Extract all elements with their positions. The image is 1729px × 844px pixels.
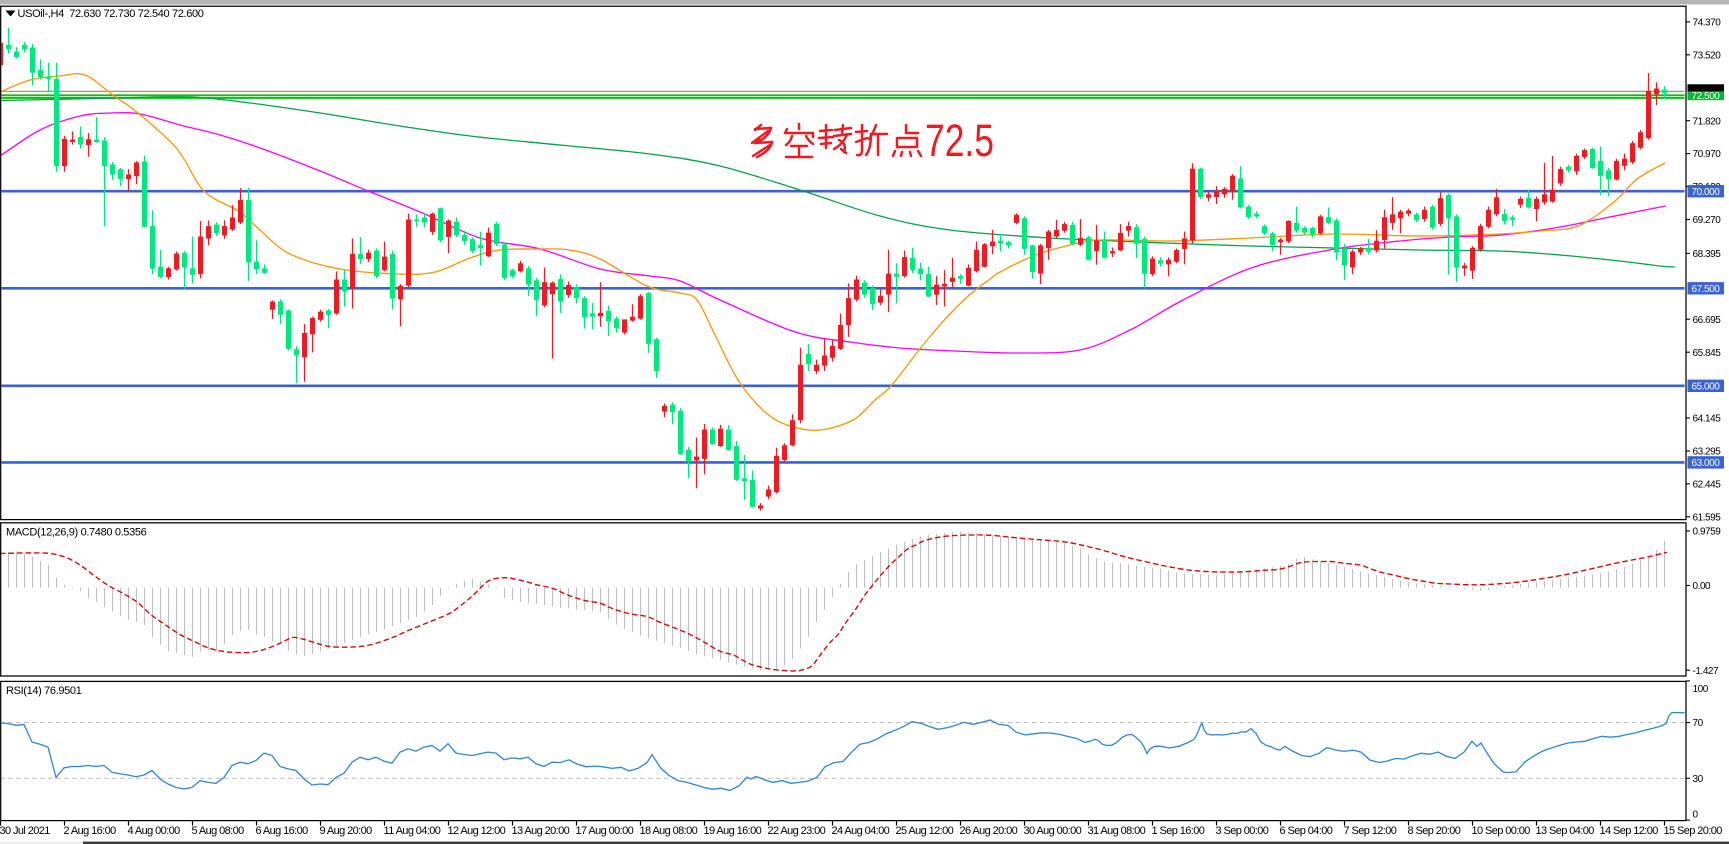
svg-text:24 Aug 04:00: 24 Aug 04:00 <box>832 825 890 837</box>
svg-text:72.5: 72.5 <box>925 115 994 166</box>
svg-text:22 Aug 23:00: 22 Aug 23:00 <box>768 825 826 837</box>
svg-text:2 Aug 16:00: 2 Aug 16:00 <box>64 825 117 837</box>
svg-text:8 Sep 20:00: 8 Sep 20:00 <box>1408 825 1461 837</box>
svg-text:5 Aug 08:00: 5 Aug 08:00 <box>192 825 245 837</box>
svg-text:14 Sep 12:00: 14 Sep 12:00 <box>1600 825 1659 837</box>
svg-text:100: 100 <box>1693 684 1709 695</box>
svg-text:4 Aug 00:00: 4 Aug 00:00 <box>128 825 181 837</box>
svg-text:26 Aug 20:00: 26 Aug 20:00 <box>960 825 1018 837</box>
svg-text:68.395: 68.395 <box>1693 249 1722 260</box>
svg-text:0.00: 0.00 <box>1693 581 1712 592</box>
svg-text:30 Aug 00:00: 30 Aug 00:00 <box>1024 825 1082 837</box>
svg-text:19 Aug 16:00: 19 Aug 16:00 <box>704 825 762 837</box>
svg-text:70.000: 70.000 <box>1692 187 1721 198</box>
svg-text:RSI(14) 76.9501: RSI(14) 76.9501 <box>6 685 82 697</box>
svg-text:6 Sep 04:00: 6 Sep 04:00 <box>1280 825 1333 837</box>
svg-text:25 Aug 12:00: 25 Aug 12:00 <box>896 825 954 837</box>
svg-text:63.000: 63.000 <box>1692 458 1721 469</box>
svg-text:65.845: 65.845 <box>1693 348 1722 359</box>
svg-text:USOil-,H4 72.630 72.730 72.54: USOil-,H4 72.630 72.730 72.540 72.600 <box>18 8 204 20</box>
svg-text:65.000: 65.000 <box>1692 381 1721 392</box>
svg-text:62.445: 62.445 <box>1693 480 1722 491</box>
svg-text:31 Aug 08:00: 31 Aug 08:00 <box>1088 825 1146 837</box>
svg-text:15 Sep 20:00: 15 Sep 20:00 <box>1664 825 1723 837</box>
svg-text:63.295: 63.295 <box>1693 447 1722 458</box>
svg-text:MACD(12,26,9) 0.7480 0.5356: MACD(12,26,9) 0.7480 0.5356 <box>6 527 147 539</box>
svg-text:73.520: 73.520 <box>1693 50 1722 61</box>
svg-text:18 Aug 08:00: 18 Aug 08:00 <box>640 825 698 837</box>
svg-text:13 Sep 04:00: 13 Sep 04:00 <box>1536 825 1595 837</box>
svg-text:71.820: 71.820 <box>1693 116 1722 127</box>
svg-text:30 Jul 2021: 30 Jul 2021 <box>0 825 50 837</box>
svg-text:67.500: 67.500 <box>1692 284 1721 295</box>
svg-text:72.500: 72.500 <box>1692 91 1721 102</box>
svg-text:9 Aug 20:00: 9 Aug 20:00 <box>320 825 373 837</box>
svg-text:66.695: 66.695 <box>1693 315 1722 326</box>
svg-text:70: 70 <box>1693 718 1704 729</box>
svg-text:1 Sep 16:00: 1 Sep 16:00 <box>1152 825 1205 837</box>
svg-text:61.595: 61.595 <box>1693 512 1722 523</box>
svg-text:69.270: 69.270 <box>1693 215 1722 226</box>
svg-text:64.145: 64.145 <box>1693 414 1722 425</box>
svg-text:11 Aug 04:00: 11 Aug 04:00 <box>384 825 441 837</box>
svg-text:13 Aug 20:00: 13 Aug 20:00 <box>512 825 570 837</box>
svg-text:-1.427: -1.427 <box>1693 666 1720 677</box>
svg-text:30: 30 <box>1693 774 1704 785</box>
svg-text:3 Sep 00:00: 3 Sep 00:00 <box>1216 825 1269 837</box>
svg-text:17 Aug 00:00: 17 Aug 00:00 <box>576 825 634 837</box>
svg-text:0: 0 <box>1693 810 1699 821</box>
svg-text:0.9759: 0.9759 <box>1693 527 1722 538</box>
svg-text:10 Sep 00:00: 10 Sep 00:00 <box>1472 825 1531 837</box>
svg-text:12 Aug 12:00: 12 Aug 12:00 <box>448 825 506 837</box>
svg-text:74.370: 74.370 <box>1693 18 1722 29</box>
svg-text:70.970: 70.970 <box>1693 149 1722 160</box>
svg-text:7 Sep 12:00: 7 Sep 12:00 <box>1344 825 1397 837</box>
svg-text:6 Aug 16:00: 6 Aug 16:00 <box>256 825 309 837</box>
